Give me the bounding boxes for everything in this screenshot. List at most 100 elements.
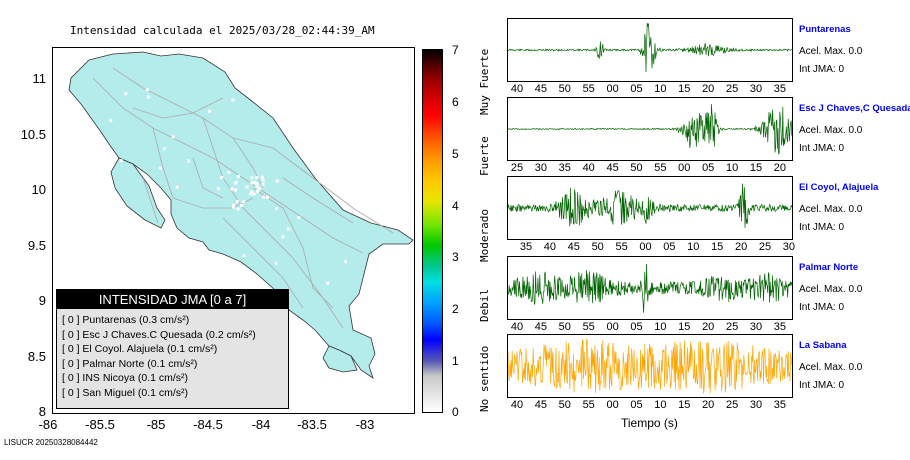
time-tick: 55 (582, 321, 595, 333)
colorbar-tick: 6 (452, 95, 459, 109)
town-marker (261, 182, 265, 186)
station-name: Puntarenas (799, 24, 851, 35)
time-tick: 15 (678, 321, 691, 333)
osa-peninsula (322, 345, 358, 373)
time-tick: 40 (582, 162, 595, 174)
costa-rica-land (68, 51, 414, 379)
town-marker (255, 176, 259, 180)
waveform-line (508, 22, 792, 73)
station-jma: Int JMA: 0 (799, 380, 845, 391)
town-marker (171, 135, 175, 139)
town-marker (275, 179, 279, 183)
map-title: Intensidad calculada el 2025/03/28_02:44… (70, 24, 375, 37)
town-marker (109, 118, 113, 122)
intensity-legend: INTENSIDAD JMA [0 a 7] [ 0 ] Puntarenas … (56, 289, 289, 409)
town-marker (162, 147, 166, 151)
legend-item: [ 0 ] INS Nicoya (0.1 cm/s²) (62, 372, 189, 384)
time-tick: 50 (558, 321, 571, 333)
station-jma: Int JMA: 0 (799, 222, 845, 233)
time-tick: 05 (702, 162, 715, 174)
colorbar-label-no-sentido: No sentido (478, 345, 491, 412)
town-marker (227, 170, 231, 174)
time-tick: 40 (543, 241, 557, 253)
road-line (192, 157, 224, 199)
colorbar-tick: 4 (452, 199, 459, 213)
time-tick: 50 (630, 162, 643, 174)
station-accel: Acel. Max. 0.0 (799, 204, 863, 215)
town-marker (274, 261, 278, 265)
time-tick: 10 (687, 241, 700, 253)
x-tick: -85 (146, 417, 166, 432)
time-tick: 55 (582, 399, 595, 411)
town-marker (322, 117, 326, 121)
y-tick: 11 (32, 71, 47, 86)
time-tick: 50 (558, 83, 571, 95)
y-tick: 9.5 (27, 238, 46, 253)
town-marker (135, 246, 139, 250)
town-marker (232, 205, 235, 209)
town-marker (262, 195, 265, 199)
road-line (202, 117, 344, 329)
time-tick: 00 (639, 241, 652, 253)
town-marker (281, 235, 285, 239)
time-ticks: 35 40 45 50 55 00 05 10 15 20 25 30 (507, 241, 795, 255)
time-tick: 10 (654, 321, 667, 333)
y-tick: 8 (38, 404, 46, 419)
station-accel: Acel. Max. 0.0 (799, 284, 863, 295)
waveform-line (508, 183, 792, 228)
time-tick: 35 (773, 83, 787, 95)
station-name: Esc J Chaves,C Quesada (799, 103, 910, 114)
time-tick: 15 (678, 83, 691, 95)
colorbar-label-muy-fuerte: Muy Fuerte (478, 48, 491, 115)
town-marker (351, 153, 355, 156)
town-marker (124, 92, 128, 96)
time-tick: 25 (510, 162, 524, 174)
waveform-line (508, 263, 792, 313)
time-tick: 45 (534, 399, 548, 411)
town-marker (126, 286, 130, 290)
town-marker (242, 200, 246, 204)
town-marker (207, 109, 211, 113)
time-tick: 20 (702, 83, 715, 95)
time-tick: 20 (702, 321, 715, 333)
town-marker (217, 255, 221, 259)
station-jma: Int JMA: 0 (799, 302, 845, 313)
town-marker (308, 115, 312, 119)
nicoya-peninsula (110, 157, 166, 229)
town-marker (251, 181, 255, 185)
time-tick: 20 (702, 399, 715, 411)
town-marker (158, 166, 162, 170)
x-axis-label: Tiempo (s) (621, 416, 678, 430)
town-marker (265, 105, 269, 109)
time-tick: 50 (558, 399, 571, 411)
colorbar-label-moderado: Moderado (478, 209, 491, 262)
station-jma: Int JMA: 0 (799, 143, 845, 154)
road-line (92, 77, 364, 254)
time-tick: 25 (725, 399, 739, 411)
colorbar-tick: 0 (452, 405, 459, 419)
town-marker (234, 180, 238, 184)
station-accel: Acel. Max. 0.0 (799, 362, 863, 373)
time-tick: 55 (582, 83, 595, 95)
town-marker (145, 88, 149, 92)
time-tick: 45 (534, 83, 548, 95)
seismogram-trace (507, 97, 793, 161)
town-marker (239, 203, 243, 207)
town-marker (162, 254, 166, 258)
waveform-line (508, 104, 792, 155)
town-marker (250, 190, 254, 194)
town-marker (247, 92, 251, 96)
time-tick: 35 (773, 399, 787, 411)
town-marker (265, 195, 269, 199)
time-tick: 25 (725, 83, 739, 95)
town-marker (236, 174, 240, 178)
road-line (222, 217, 304, 309)
time-tick: 30 (749, 83, 763, 95)
town-marker (236, 207, 240, 211)
time-tick: 40 (510, 83, 524, 95)
town-marker (344, 260, 347, 264)
y-tick: 10 (31, 182, 46, 197)
station-jma: Int JMA: 0 (799, 64, 845, 75)
legend-item: [ 0 ] Palmar Norte (0.1 cm/s²) (62, 357, 198, 370)
time-tick: 25 (725, 321, 739, 333)
